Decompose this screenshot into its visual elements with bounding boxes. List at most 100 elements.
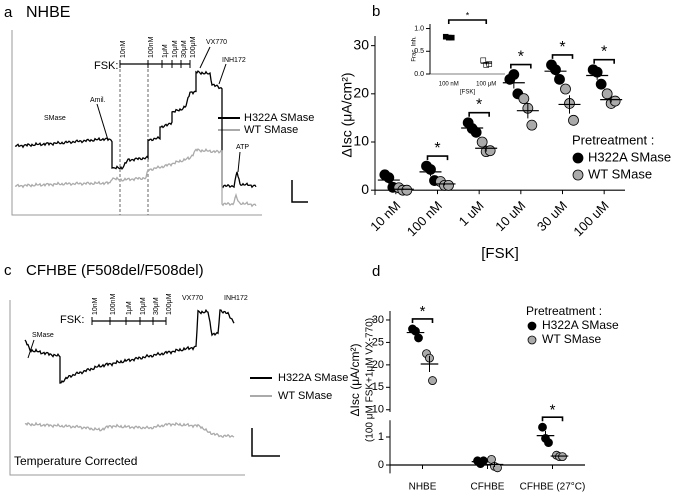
panel-label: b	[372, 3, 380, 20]
fsk-dose: 100μM	[190, 36, 197, 58]
significance-label: *	[434, 140, 440, 157]
point	[414, 333, 423, 343]
x-tick-label: 100 nM	[404, 198, 445, 239]
arrow	[27, 339, 35, 359]
legend-label: H322A SMase	[278, 372, 348, 384]
legend-label: WT SMase	[278, 390, 332, 402]
x-tick-label: NHBE	[409, 482, 437, 493]
annotation: Amil.	[90, 97, 106, 104]
significance-label: *	[518, 49, 524, 66]
point	[443, 179, 454, 191]
y-axis-label: ΔIsc (μA/cm²)	[339, 72, 355, 157]
legend-marker	[572, 152, 584, 164]
legend-label: H322A SMase	[542, 318, 619, 332]
note: Temperature Corrected	[14, 454, 137, 468]
x-tick-label: CFHBE (27°C)	[520, 482, 586, 493]
annotation: ATP	[236, 144, 249, 151]
fsk-dose: 1μM	[126, 301, 133, 315]
fsk-dose: 10nM	[92, 297, 99, 315]
legend-label: H322A SMase	[244, 112, 314, 124]
panel-label: a	[4, 4, 13, 21]
y-axis-label: ΔIsc (μA/cm²)	[348, 344, 362, 417]
fsk-dose: 10μM	[140, 297, 147, 315]
annotation: VX770	[206, 39, 227, 46]
y-tick-label: 0.0	[414, 71, 424, 78]
fsk-dose: 100μM	[166, 293, 173, 315]
significance-label: *	[550, 401, 556, 418]
x-tick-label: 100 uM	[570, 198, 611, 239]
annotation: SMase	[44, 115, 66, 122]
significance-bracket	[426, 155, 449, 161]
x-tick-label: 100 nM	[439, 82, 459, 88]
frame	[9, 300, 245, 476]
significance-bracket	[411, 318, 434, 323]
x-tick-label: 1 uM	[456, 198, 487, 229]
y-tick-label: 1	[378, 431, 384, 443]
fsk-label: FSK:	[60, 314, 84, 326]
fsk-dose: 10μM	[172, 40, 179, 58]
point	[518, 93, 530, 105]
point	[493, 463, 502, 473]
arrow	[218, 63, 227, 85]
significance-bracket	[551, 54, 574, 59]
y-tick-label: 30	[372, 314, 384, 326]
panel-label: d	[372, 263, 380, 280]
significance-bracket	[510, 63, 532, 69]
scale-bar	[291, 180, 308, 203]
trace	[24, 308, 235, 384]
x-tick-label: 100 μM	[476, 82, 496, 88]
point	[470, 126, 482, 138]
scale-bar	[251, 428, 280, 457]
point	[538, 422, 547, 432]
point	[601, 88, 613, 100]
legend-label: WT SMase	[588, 166, 652, 181]
frame	[11, 30, 262, 216]
y-tick-label: 20	[353, 85, 369, 101]
legend-label: WT SMase	[244, 124, 298, 136]
significance-label: *	[476, 97, 482, 114]
y-tick-label: 0	[361, 181, 369, 197]
legend-marker	[527, 335, 537, 345]
trace	[14, 147, 257, 208]
point	[568, 114, 579, 126]
fsk-dose: 30μM	[181, 40, 188, 58]
x-axis-label: [FSK]	[460, 90, 475, 96]
annotation: SMase	[32, 332, 54, 339]
trace	[14, 70, 257, 189]
y-tick-label: 0.5	[414, 48, 424, 55]
panel-title: NHBE	[26, 4, 70, 21]
significance-label: *	[601, 44, 607, 61]
y-tick-label: 30	[353, 36, 369, 52]
annotation: VX770	[182, 295, 203, 302]
fsk-dose: 100nM	[110, 293, 117, 315]
arrow	[96, 103, 109, 141]
annotation: INH172	[224, 295, 248, 302]
point	[401, 184, 413, 196]
significance-bracket	[593, 58, 615, 64]
fsk-label: FSK:	[94, 60, 118, 72]
legend-label: WT SMase	[542, 332, 601, 346]
fsk-dose: 100nM	[148, 36, 155, 58]
annotation: INH172	[222, 57, 246, 64]
y-axis-label: Frac. Inh.	[412, 36, 418, 62]
point	[526, 119, 538, 131]
significance-label: *	[559, 39, 565, 56]
x-tick-label: CFHBE	[471, 482, 505, 493]
fsk-dose: 10nM	[120, 40, 127, 58]
y-axis-label: (100 μM FSK+1μM VX-770)	[365, 318, 376, 442]
panel-title: CFHBE (F508del/F508del)	[26, 262, 204, 279]
point	[595, 78, 607, 90]
x-tick-label: 10 uM	[492, 198, 528, 234]
legend-label: H322A SMase	[588, 149, 671, 164]
significance-label: *	[420, 303, 426, 320]
legend-title: Pretreatment :	[572, 132, 654, 147]
significance-bracket	[541, 416, 564, 422]
legend-marker	[572, 169, 584, 181]
y-tick-label: 15	[372, 381, 384, 393]
significance-bracket	[468, 111, 490, 117]
point	[476, 136, 488, 148]
trace	[24, 421, 235, 439]
point	[544, 438, 553, 448]
fsk-dose: 30μM	[153, 297, 160, 315]
